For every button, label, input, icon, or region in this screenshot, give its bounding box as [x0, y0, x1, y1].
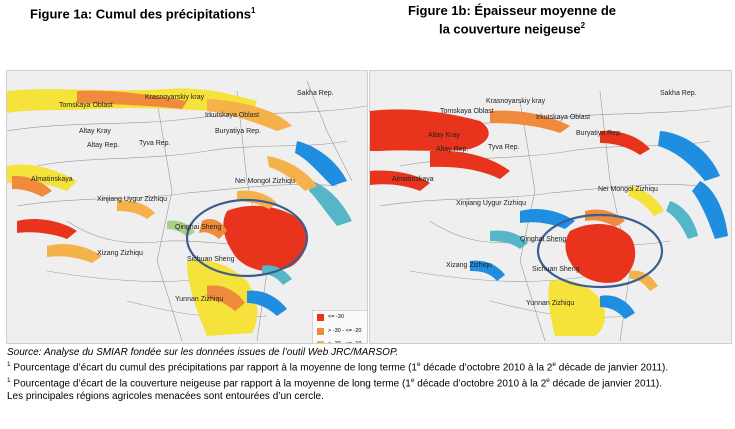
footnote-2-text-a: Pourcentage d’écart de la couverture nei…: [10, 378, 411, 390]
label-b-nei-mongol: Nei Mongol Zizhiqu: [598, 186, 658, 193]
label-buryatiya: Buryatiya Rep.: [215, 128, 261, 135]
figure-1b-title: Figure 1b: Épaisseur moyenne de la couve…: [392, 3, 632, 36]
legend-item: <= -30: [313, 311, 367, 325]
legend-item: > -20 - <= -10: [313, 338, 367, 344]
legend-swatch: [317, 314, 324, 322]
label-b-irkutsk: Irkutskaya Oblast: [536, 114, 590, 121]
label-b-xinjiang: Xinjiang Uygur Zizhiqu: [456, 200, 526, 207]
footnote-2-text-b: décade d’octobre 2010 à la 2: [414, 378, 547, 390]
footnote-2-text-c: décade de janvier 2011).: [549, 378, 663, 390]
footnote-1-sup-e1: e: [416, 361, 421, 369]
footnote-2-sup-e1: e: [410, 377, 415, 385]
figure-1b-title-line2: la couverture neigeuse: [438, 21, 581, 37]
label-tyva: Tyva Rep.: [139, 140, 171, 147]
footnote-2-sup-e2: e: [546, 377, 550, 385]
legend-swatch: [317, 327, 324, 335]
footnote-1-sup-e2: e: [552, 361, 556, 369]
label-qinghai: Qinghai Sheng: [175, 224, 221, 231]
footnote-1: 1 Pourcentage d’écart du cumul des préci…: [7, 359, 729, 375]
label-b-sichuan: Sichuan Sheng: [532, 266, 580, 273]
label-altay-kray: Altay Kray: [79, 128, 111, 135]
figure-1b-title-line1: Figure 1b: Épaisseur moyenne de: [407, 3, 617, 18]
label-b-sakha: Sakha Rep.: [660, 90, 697, 97]
label-almaty: Almatinskaya: [31, 176, 73, 183]
label-b-tomsk: Tomskaya Oblast: [440, 108, 494, 115]
footnote-2-marker: 1: [7, 377, 11, 385]
legend-swatch: [317, 341, 324, 343]
label-krasnoyarsk: Krasnoyarskiy kray: [145, 94, 205, 101]
source-line: Source: Analyse du SMIAR fondée sur les …: [7, 347, 399, 358]
legend-label: > -20 - <= -10: [328, 341, 362, 344]
label-xizang: Xizang Zizhiqu: [97, 250, 143, 257]
footnote-2: 1 Pourcentage d’écart de la couverture n…: [7, 375, 729, 391]
figure-caption: Source: Analyse du SMIAR fondée sur les …: [7, 347, 729, 403]
figure-1a-title: Figure 1a: Cumul des précipitations1: [30, 3, 256, 21]
footnote-1-marker: 1: [7, 361, 11, 369]
caption-last-line: Les principales régions agricoles menacé…: [7, 390, 324, 402]
map-legend: <= -30> -30 - <= -20> -20 - <= -10>-10 -…: [312, 310, 367, 344]
precipitation-map: Sakha Rep. Krasnoyarskiy kray Tomskaya O…: [6, 70, 368, 344]
label-yunnan: Yunnan Zizhiqu: [175, 296, 223, 303]
label-b-almaty: Almatinskaya: [392, 176, 434, 183]
label-altay-rep: Altay Rep.: [87, 142, 119, 149]
footnote-1-text-a: Pourcentage d’écart du cumul des précipi…: [10, 362, 417, 374]
snow-cover-map-canvas: Sakha Rep. Krasnoyarskiy kray Tomskaya O…: [370, 71, 731, 343]
label-b-tyva: Tyva Rep.: [488, 144, 520, 151]
legend-label: > -30 - <= -20: [328, 327, 362, 334]
legend-label: <= -30: [328, 314, 344, 320]
label-b-qinghai: Qinghai Sheng: [520, 236, 566, 243]
legend-item: > -30 - <= -20: [313, 325, 367, 339]
figure-1a-title-text: Figure 1a: Cumul des précipitations: [30, 6, 252, 22]
label-xinjiang: Xinjiang Uygur Zizhiqu: [97, 196, 167, 203]
snow-cover-map: Sakha Rep. Krasnoyarskiy kray Tomskaya O…: [369, 70, 732, 344]
label-irkutsk: Irkutskaya Oblast: [205, 112, 259, 119]
label-b-xizang: Xizang Zizhiqu: [446, 262, 492, 269]
label-sakha: Sakha Rep.: [297, 90, 334, 97]
label-tomsk: Tomskaya Oblast: [59, 102, 113, 109]
label-b-yunnan: Yunnan Zizhiqu: [526, 300, 574, 307]
footnote-1-text-c: décade de janvier 2011).: [556, 362, 669, 374]
label-b-altay-kray: Altay Kray: [428, 132, 460, 139]
precipitation-map-canvas: Sakha Rep. Krasnoyarskiy kray Tomskaya O…: [7, 71, 367, 343]
footnote-1-text-b: décade d’octobre 2010 à la 2: [420, 362, 553, 374]
figure-1a-note-ref: 1: [251, 6, 256, 15]
label-b-altay-rep: Altay Rep.: [436, 146, 468, 153]
label-nei-mongol: Nei Mongol Zizhiqu: [235, 178, 295, 185]
label-sichuan: Sichuan Sheng: [187, 256, 235, 263]
figure-1b-note-ref: 2: [580, 21, 586, 30]
label-b-krasnoyarsk: Krasnoyarskiy kray: [486, 98, 546, 105]
label-b-buryatiya: Buryatiya Rep.: [576, 130, 622, 137]
